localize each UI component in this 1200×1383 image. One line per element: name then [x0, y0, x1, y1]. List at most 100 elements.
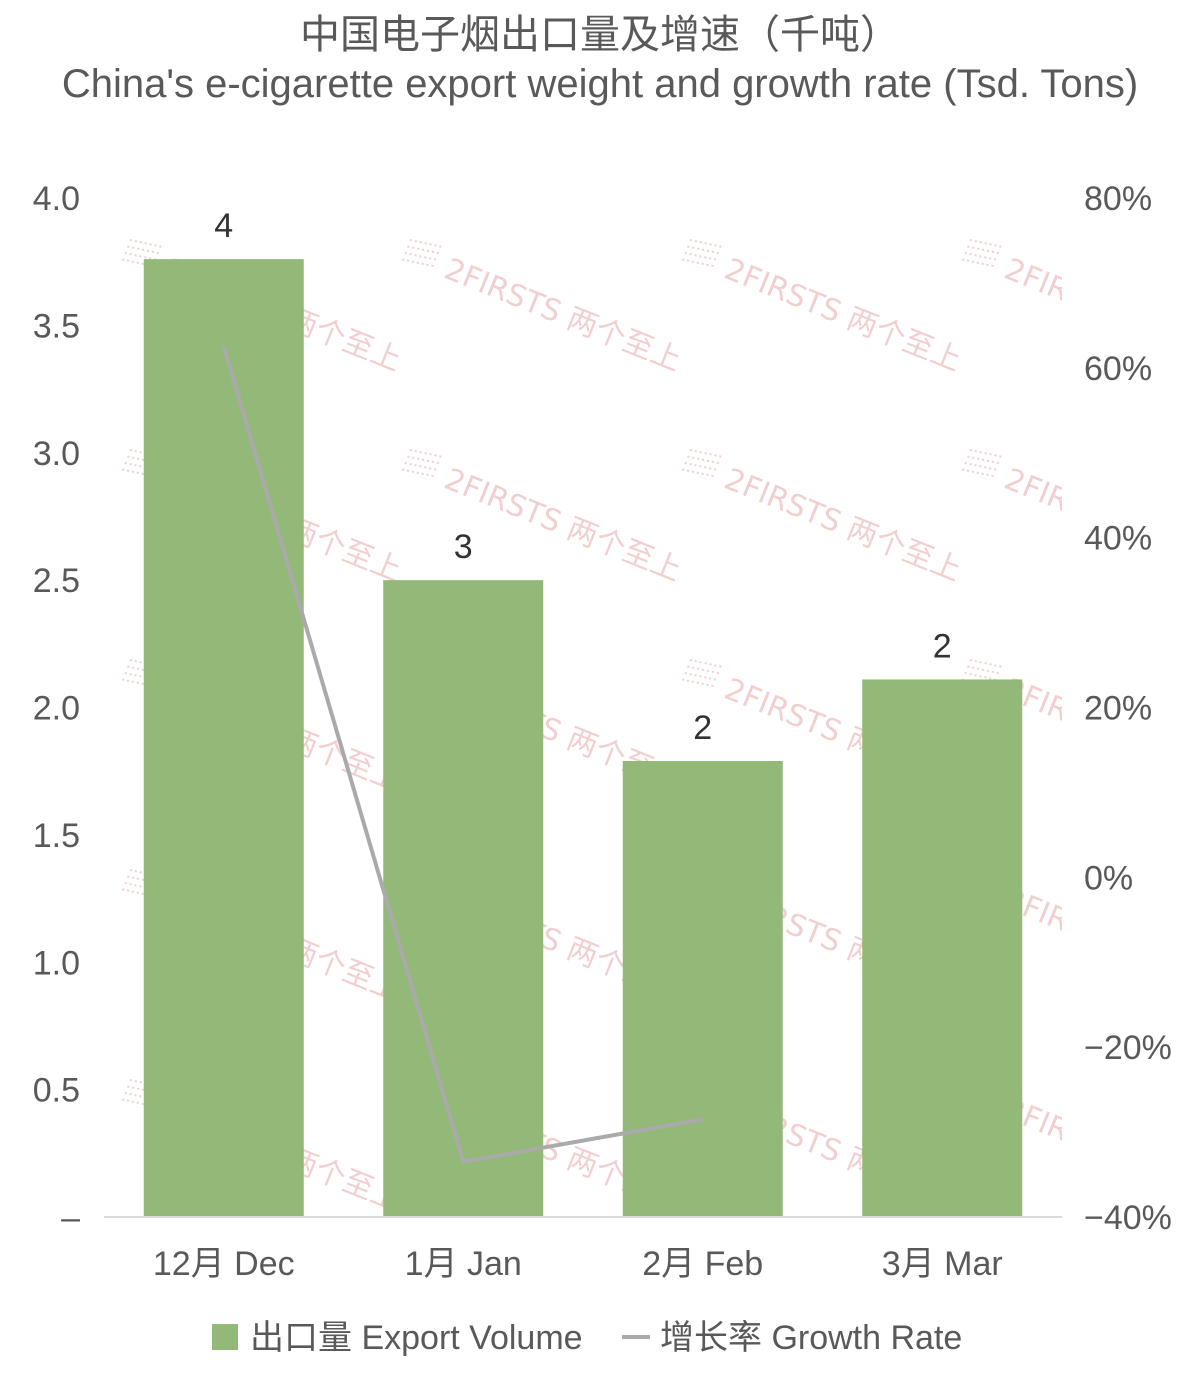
watermark-stripe [121, 888, 157, 898]
growth-line-series [221, 346, 704, 1164]
watermark-stripe [969, 449, 1004, 459]
watermark-stripe [129, 869, 164, 879]
watermark-stripe [127, 455, 162, 465]
bar-data-label-1: 4 [214, 207, 233, 245]
watermark-stripe [129, 1079, 164, 1089]
bar-data-label-2: 3 [454, 528, 473, 566]
watermark-stripe [124, 882, 159, 892]
right-tick-label: 40% [1084, 520, 1152, 558]
watermark-stripe [124, 462, 159, 472]
bar-data-labels: 4 3 2 2 [214, 207, 951, 747]
watermark-text: 2FIRSTS 两个至上 [720, 252, 967, 379]
legend-label-export-volume: 出口量 Export Volume [250, 1319, 583, 1357]
watermark-stripe [129, 449, 164, 459]
watermark-stripe [407, 245, 442, 255]
watermark-stripe [407, 455, 442, 465]
watermark-stripe [964, 672, 999, 682]
watermark-stripe [127, 1085, 162, 1095]
bar-data-label-3: 2 [693, 709, 712, 747]
watermark-text: 2FIRSTS 两个至上 [440, 252, 687, 379]
watermark-stripe [129, 239, 164, 249]
watermark-mark: 2FIRSTS 两个至上 [401, 449, 687, 589]
left-tick-label: – [61, 1199, 80, 1237]
x-tick-label: 1月 Jan [405, 1245, 522, 1283]
watermark-stripe [127, 875, 162, 885]
watermark-text: 2FIRSTS 两个至上 [1000, 882, 1200, 1009]
watermark-stripe [681, 258, 717, 268]
left-tick-label: 1.5 [33, 817, 80, 855]
watermark-stripe [689, 449, 724, 459]
watermark-stripe [689, 239, 724, 249]
left-tick-label: 2.5 [33, 562, 80, 600]
watermark-stripe [684, 462, 719, 472]
watermark-stripe [124, 252, 159, 262]
watermark-stripe [967, 455, 1002, 465]
watermark-stripe [961, 468, 997, 478]
watermark-stripe [687, 455, 722, 465]
right-axis-ticks: −40% −20% 0% 20% 40% 60% 80% [1084, 180, 1172, 1237]
left-tick-label: 0.5 [33, 1072, 80, 1110]
watermark-stripe [121, 468, 157, 478]
left-tick-label: 1.0 [33, 944, 80, 982]
right-tick-label: 80% [1084, 180, 1152, 218]
bar-4 [862, 679, 1023, 1217]
watermark-mark: 2FIRSTS 两个至上 [961, 449, 1062, 589]
right-tick-label: −20% [1084, 1029, 1172, 1067]
watermark-stripe [121, 1098, 157, 1108]
right-tick-label: 20% [1084, 690, 1152, 728]
watermark-stripe [689, 659, 724, 669]
chart-title-en: China's e-cigarette export weight and gr… [61, 62, 1139, 106]
left-tick-label: 3.5 [33, 307, 80, 345]
watermark-stripe [124, 1092, 159, 1102]
watermark-stripe [127, 665, 162, 675]
bar-3 [622, 760, 783, 1217]
watermark-stripe [121, 258, 157, 268]
bar-data-label-4: 2 [933, 627, 952, 665]
growth-rate-line [221, 346, 704, 1164]
watermark-mark: 2FIRSTS 两个至上 [401, 239, 687, 379]
watermark-text: 2FIRSTS 两个至上 [720, 462, 967, 589]
watermark-mark: 2FIRSTS 两个至上 [961, 239, 1062, 379]
watermark-stripe [124, 672, 159, 682]
right-tick-label: 0% [1084, 859, 1133, 897]
watermark-stripe [961, 258, 997, 268]
right-tick-label: −40% [1084, 1199, 1172, 1237]
watermark-stripe [681, 678, 717, 688]
bar-1 [143, 259, 304, 1217]
watermark-stripe [409, 449, 444, 459]
x-tick-label: 3月 Mar [882, 1245, 1003, 1283]
left-axis-ticks: – 0.5 1.0 1.5 2.0 2.5 3.0 3.5 4.0 [33, 180, 80, 1237]
watermark-stripe [404, 252, 439, 262]
watermark-stripe [684, 252, 719, 262]
watermark-text: 2FIRSTS 两个至上 [440, 462, 687, 589]
watermark-stripe [687, 665, 722, 675]
legend: 出口量 Export Volume 增长率 Growth Rate [212, 1319, 962, 1357]
watermark-stripe [409, 239, 444, 249]
watermark-stripe [967, 665, 1002, 675]
watermark-mark: 2FIRSTS 两个至上 [681, 449, 967, 589]
bar-series [143, 259, 1023, 1217]
legend-label-growth-rate: 增长率 Growth Rate [660, 1319, 962, 1357]
watermark-stripe [964, 252, 999, 262]
watermark-stripe [401, 468, 437, 478]
watermark-stripe [964, 462, 999, 472]
legend-swatch-export-volume [212, 1324, 238, 1350]
watermark-stripe [127, 245, 162, 255]
x-axis-ticks: 12月 Dec 1月 Jan 2月 Feb 3月 Mar [153, 1245, 1003, 1283]
watermark-stripe [967, 245, 1002, 255]
chart-title-cn: 中国电子烟出口量及增速（千吨） [300, 13, 900, 57]
left-tick-label: 4.0 [33, 180, 80, 218]
right-tick-label: 60% [1084, 350, 1152, 388]
watermark-stripe [684, 672, 719, 682]
watermark-stripe [681, 468, 717, 478]
left-tick-label: 2.0 [33, 690, 80, 728]
watermark-stripe [121, 678, 157, 688]
left-tick-label: 3.0 [33, 435, 80, 473]
watermark-stripe [969, 659, 1004, 669]
watermark-stripe [129, 659, 164, 669]
watermark-stripe [687, 245, 722, 255]
watermark-stripe [404, 462, 439, 472]
watermark-mark: 2FIRSTS 两个至上 [681, 239, 967, 379]
bar-2 [383, 580, 544, 1217]
